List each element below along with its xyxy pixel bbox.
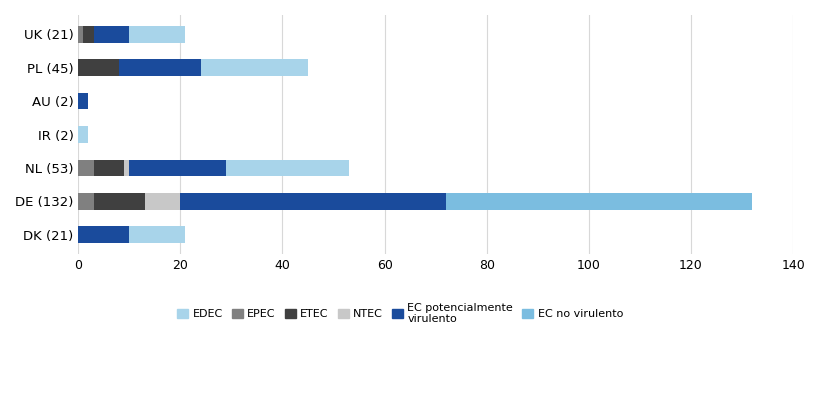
Bar bbox=[78, 59, 119, 76]
Bar bbox=[78, 226, 129, 243]
Bar bbox=[201, 59, 308, 76]
Bar bbox=[144, 193, 180, 210]
Bar bbox=[129, 26, 185, 43]
Bar bbox=[78, 126, 88, 143]
Bar bbox=[78, 93, 88, 109]
Bar bbox=[129, 226, 185, 243]
Bar bbox=[78, 160, 93, 176]
Bar bbox=[93, 160, 124, 176]
Bar bbox=[119, 59, 201, 76]
Text: Zerbin et al.: Zerbin et al. bbox=[570, 195, 647, 208]
Bar bbox=[93, 26, 129, 43]
Bar bbox=[226, 160, 348, 176]
Bar bbox=[129, 160, 226, 176]
Bar bbox=[446, 193, 751, 210]
Bar bbox=[84, 26, 93, 43]
Legend: EDEC, EPEC, ETEC, NTEC, EC potencialmente
virulento, EC no virulento: EDEC, EPEC, ETEC, NTEC, EC potencialment… bbox=[177, 303, 622, 324]
Bar bbox=[180, 193, 446, 210]
Bar bbox=[78, 193, 93, 210]
Bar bbox=[93, 193, 144, 210]
Bar bbox=[124, 160, 129, 176]
Bar bbox=[78, 26, 84, 43]
